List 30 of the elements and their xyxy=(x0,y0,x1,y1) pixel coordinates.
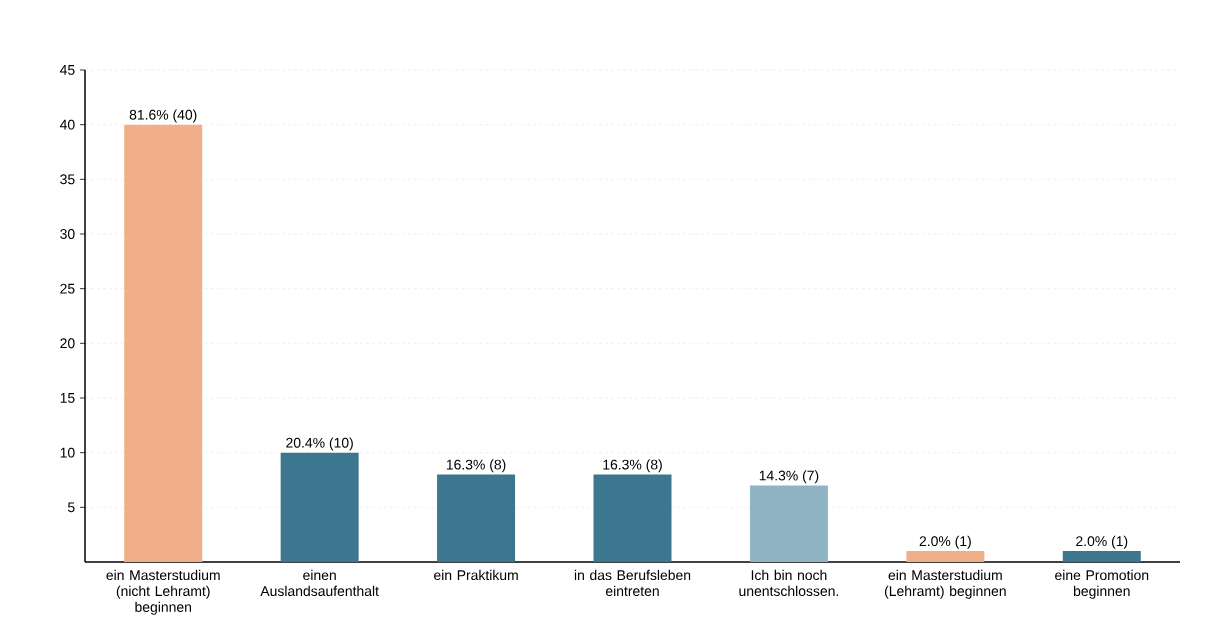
bar xyxy=(437,474,516,562)
x-tick-label: ein Praktikum xyxy=(434,569,518,581)
bar xyxy=(124,124,203,562)
x-tick-label: ein Masterstudium (Lehramt) beginnen xyxy=(884,569,1006,599)
bar xyxy=(749,485,828,562)
bar xyxy=(1062,551,1141,562)
y-tick-label: 15 xyxy=(60,393,75,403)
data-label: 2.0% (1) xyxy=(919,535,971,549)
data-label: 81.6% (40) xyxy=(129,109,197,123)
x-tick-label: eine Promotion beginnen xyxy=(1055,569,1149,599)
y-tick-label: 25 xyxy=(60,283,75,294)
bar xyxy=(280,452,359,562)
x-tick-label: Ich bin noch unentschlossen. xyxy=(739,569,839,597)
data-label: 20.4% (10) xyxy=(286,437,353,451)
data-label: 16.3% (8) xyxy=(603,459,662,473)
y-tick-label: 20 xyxy=(60,338,75,349)
bar xyxy=(906,551,985,562)
y-tick-label: 45 xyxy=(59,65,75,75)
bar xyxy=(593,474,672,562)
x-tick-label: einen Auslandsaufenthalt xyxy=(260,569,379,597)
data-label: 16.3% (8) xyxy=(446,459,506,473)
y-tick-label: 30 xyxy=(60,229,75,239)
y-tick-label: 40 xyxy=(59,119,75,130)
data-label: 2.0% (1) xyxy=(1076,535,1128,549)
x-tick-label: in das Berufsleben eintreten xyxy=(574,569,691,597)
x-tick-label: ein Masterstudium (nicht Lehramt) beginnen xyxy=(106,569,220,615)
y-tick-label: 5 xyxy=(67,502,75,513)
y-tick-label: 10 xyxy=(60,447,75,458)
data-label: 14.3% (7) xyxy=(759,470,819,484)
y-tick-label: 35 xyxy=(60,174,75,185)
